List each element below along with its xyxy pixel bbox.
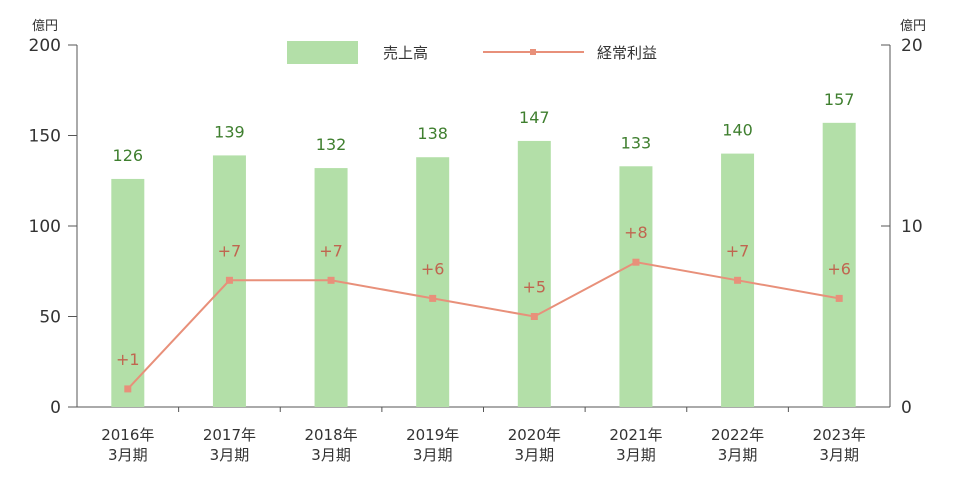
category-label-year: 2020年	[508, 426, 561, 444]
category-label-period: 3月期	[616, 446, 656, 464]
line-point	[632, 258, 640, 266]
x-axis-ticks	[178, 407, 789, 412]
line-point	[429, 294, 437, 302]
bar-data-label: 147	[519, 108, 550, 127]
bar	[111, 178, 145, 407]
bar-data-label: 139	[214, 122, 245, 141]
category-label-period: 3月期	[718, 446, 758, 464]
category-label-period: 3月期	[515, 446, 555, 464]
line-data-label: +7	[218, 241, 242, 260]
category-label-year: 2019年	[406, 426, 459, 444]
legend: 売上高 経常利益	[287, 41, 657, 64]
line-data-label: +1	[116, 350, 140, 369]
bar	[822, 122, 856, 407]
bar	[619, 166, 653, 407]
right-tick-label: 0	[901, 398, 912, 418]
bar-series	[111, 122, 856, 407]
left-tick-label: 150	[29, 127, 61, 147]
line-data-label: +6	[827, 259, 851, 278]
left-axis-ticks: 0 50 100 150 200	[29, 36, 77, 418]
right-axis-ticks: 0 10 20	[881, 36, 923, 418]
right-axis-unit: 億円	[900, 18, 926, 34]
bar	[517, 140, 551, 407]
category-label-year: 2021年	[609, 426, 662, 444]
left-tick-label: 50	[39, 308, 61, 328]
line-data-label: +7	[319, 241, 343, 260]
legend-swatch-sales	[287, 41, 358, 64]
bar	[314, 168, 348, 407]
ordinary-profit-line	[127, 261, 840, 390]
category-labels: 2016年 3月期 2017年 3月期 2018年 3月期 2019年 3月期 2020年 3月期…	[101, 426, 866, 464]
left-tick-label: 200	[29, 36, 61, 56]
category-label-year: 2022年	[711, 426, 764, 444]
category-label-year: 2018年	[304, 426, 357, 444]
right-tick-label: 20	[901, 36, 923, 56]
bar-data-labels: 126 139 132 138 147 133 140 157	[113, 90, 855, 165]
line-data-labels: +1 +7 +7 +6 +5 +8 +7 +6	[116, 223, 851, 369]
bar-data-label: 133	[621, 133, 652, 152]
line-point	[327, 276, 335, 284]
line-point	[225, 276, 233, 284]
bar-data-label: 132	[316, 135, 347, 154]
bar	[416, 157, 450, 407]
line-point	[835, 294, 843, 302]
bar-data-label: 138	[417, 124, 448, 143]
legend-label-sales: 売上高	[383, 44, 428, 62]
bar-data-label: 126	[113, 146, 144, 165]
bar-data-label: 140	[722, 121, 753, 140]
category-label-period: 3月期	[311, 446, 351, 464]
category-label-year: 2016年	[101, 426, 154, 444]
legend-label-ordinary-profit: 経常利益	[597, 44, 657, 62]
line-point	[530, 313, 538, 320]
left-tick-label: 0	[50, 398, 61, 418]
category-label-period: 3月期	[210, 446, 250, 464]
legend-marker-ordinary-profit	[530, 49, 536, 55]
line-data-label: +6	[421, 259, 445, 278]
line-data-label: +7	[726, 241, 750, 260]
category-label-period: 3月期	[819, 446, 859, 464]
category-label-period: 3月期	[413, 446, 453, 464]
left-axis-unit: 億円	[32, 18, 58, 34]
line-series	[124, 258, 843, 393]
line-point	[124, 385, 132, 393]
line-point	[734, 276, 742, 284]
bar-data-label: 157	[824, 90, 855, 109]
category-label-period: 3月期	[108, 446, 148, 464]
category-label-year: 2017年	[203, 426, 256, 444]
left-tick-label: 100	[29, 217, 61, 237]
line-data-label: +5	[523, 278, 547, 297]
line-data-label: +8	[624, 223, 648, 242]
category-label-year: 2023年	[813, 426, 866, 444]
right-tick-label: 10	[901, 217, 923, 237]
